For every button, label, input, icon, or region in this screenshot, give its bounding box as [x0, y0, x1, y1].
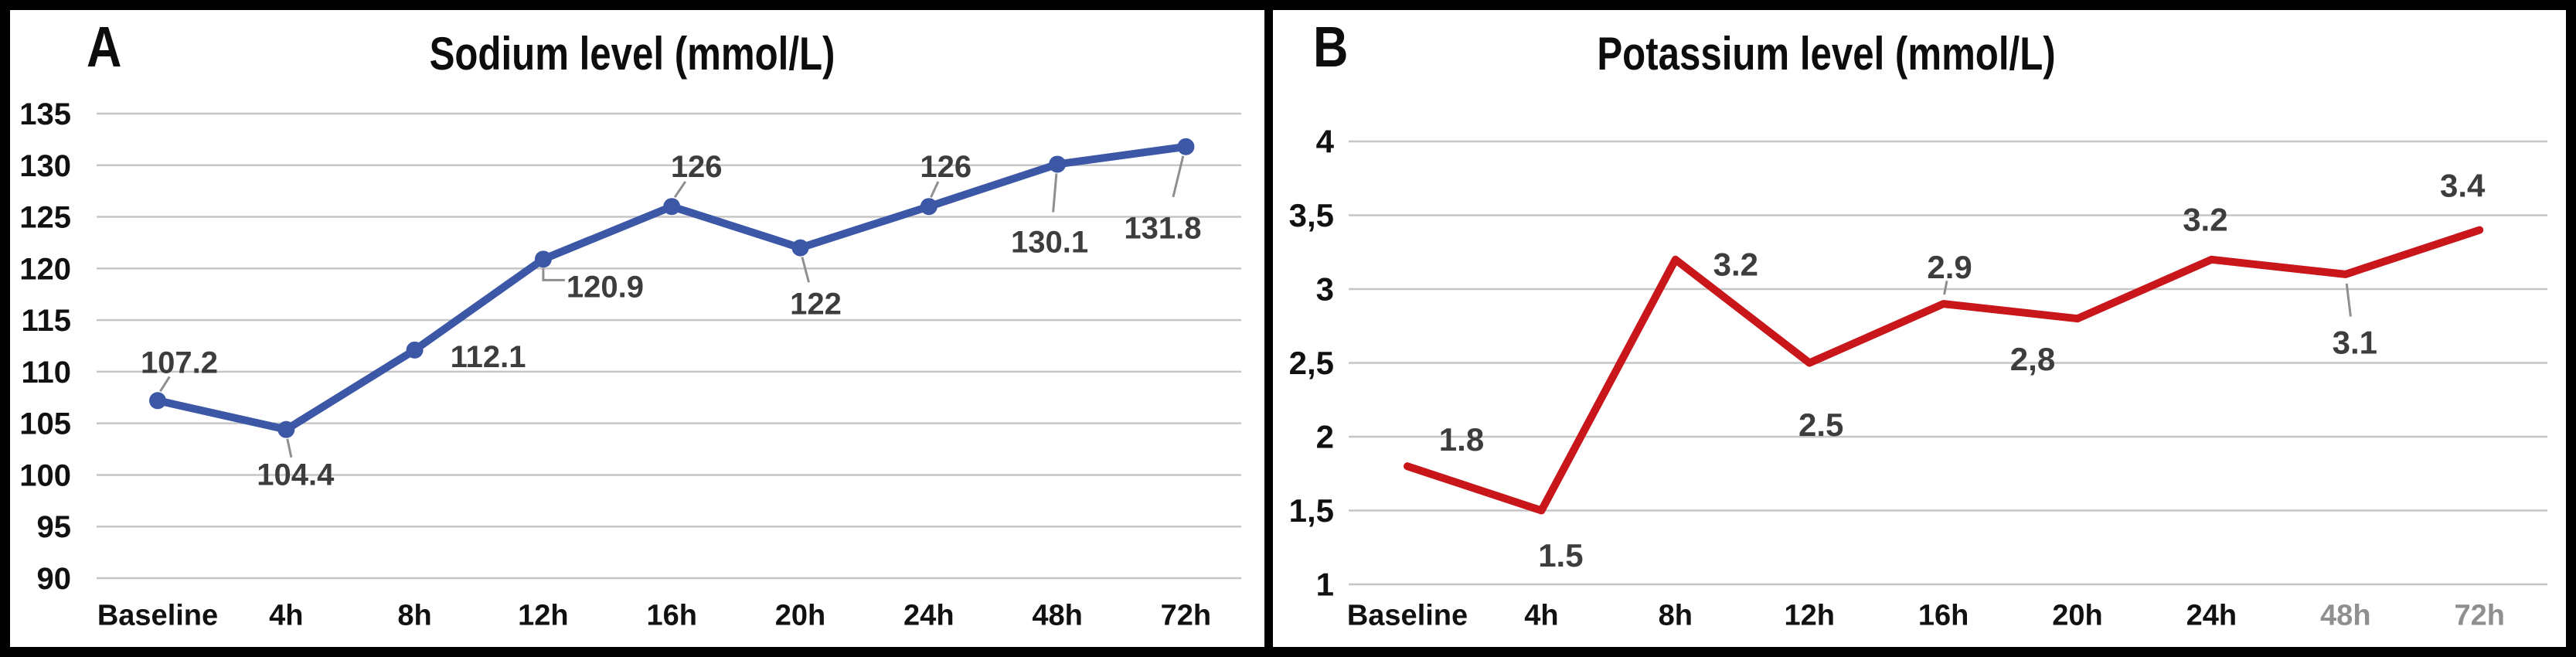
x-tick-label: 16h	[646, 599, 696, 631]
data-point-marker	[277, 420, 295, 438]
x-tick-label: 72h	[1161, 599, 1211, 631]
x-tick-label: Baseline	[97, 599, 218, 631]
series-line	[154, 142, 1190, 434]
y-tick-label: 1	[1316, 567, 1334, 603]
panel-a-letter: A	[87, 15, 122, 79]
y-tick-label: 3,5	[1289, 197, 1334, 233]
label-leader-line	[286, 438, 293, 458]
data-point-label: 3.4	[2440, 167, 2486, 203]
series-line	[1404, 226, 2484, 515]
data-point-label: 131.8	[1124, 212, 1201, 246]
x-tick-label: 20h	[775, 599, 825, 631]
y-tick-label: 95	[37, 510, 72, 544]
x-tick-label: 12h	[518, 599, 568, 631]
data-point-label: 2.9	[1927, 249, 1972, 285]
data-point-label: 3.2	[1713, 247, 1758, 283]
panel-a-title: Sodium level (mmol/L)	[429, 28, 835, 80]
y-tick-label: 125	[19, 201, 71, 235]
data-point-marker	[663, 198, 681, 216]
data-point-label: 126	[920, 150, 972, 184]
data-point-label: 3.1	[2333, 325, 2377, 361]
label-leader-line	[2345, 283, 2352, 317]
label-leader-line	[1943, 281, 1948, 295]
y-tick-label: 3	[1316, 271, 1334, 308]
label-leader-line	[930, 181, 940, 198]
data-point-label: 130.1	[1011, 225, 1088, 259]
y-tick-label: 135	[19, 97, 71, 131]
label-leader-line	[801, 257, 810, 283]
label-leader-line	[673, 181, 687, 199]
panel-b-plot: 1 1,5 2 2,5 3 3,5 4 Baseline 4h 8h 12h 16h 20h 24h 48h…	[1289, 124, 2547, 631]
data-point-label: 1.5	[1538, 537, 1583, 574]
data-point-marker	[1049, 155, 1067, 173]
y-tick-label: 105	[19, 407, 71, 441]
y-tick-label: 4	[1316, 124, 1335, 160]
data-point-label: 107.2	[141, 346, 218, 380]
data-point-label: 104.4	[257, 458, 335, 492]
panel-a-plot: 90 95 100 105 110 115 120 125 130 135 Baseline 4h 8h…	[19, 97, 1241, 631]
x-tick-label: 12h	[1784, 599, 1834, 631]
data-point-marker	[534, 250, 552, 268]
x-tick-label: 48h	[1032, 599, 1082, 631]
y-tick-label: 1,5	[1289, 492, 1334, 529]
data-point-marker	[149, 392, 166, 410]
x-tick-label: 4h	[269, 599, 303, 631]
x-tick-label: 16h	[1918, 599, 1969, 631]
label-leader-line	[1052, 173, 1058, 213]
data-point-label: 2,8	[2010, 341, 2055, 377]
y-tick-label: 2	[1316, 419, 1334, 455]
data-point-label: 120.9	[567, 270, 644, 304]
label-leader-line	[542, 268, 565, 281]
y-tick-label: 90	[37, 562, 72, 596]
x-tick-label: 4h	[1524, 599, 1558, 631]
x-tick-label: 72h	[2454, 599, 2504, 631]
y-tick-label: 130	[19, 149, 71, 183]
x-tick-label: 8h	[397, 599, 431, 631]
panel-b-title: Potassium level (mmol/L)	[1597, 28, 2056, 80]
data-point-label: 3.2	[2183, 202, 2227, 238]
data-point-label: 126	[671, 150, 723, 184]
panel-b-letter: B	[1313, 15, 1349, 79]
data-point-marker	[406, 341, 424, 359]
y-tick-label: 2,5	[1289, 345, 1334, 381]
data-point-label: 112.1	[451, 340, 526, 374]
data-point-marker	[791, 239, 809, 257]
y-tick-label: 115	[21, 304, 71, 338]
data-point-label: 2.5	[1798, 407, 1843, 443]
data-point-label: 122	[790, 288, 842, 322]
y-tick-label: 110	[21, 356, 71, 390]
x-tick-label: Baseline	[1347, 599, 1468, 631]
label-leader-line	[1172, 155, 1185, 198]
label-leader-line	[159, 376, 171, 393]
y-tick-label: 100	[19, 458, 71, 492]
data-point-marker	[1177, 138, 1195, 155]
data-point-label: 1.8	[1439, 421, 1484, 458]
data-point-marker	[920, 198, 938, 216]
x-tick-label: 48h	[2320, 599, 2370, 631]
y-tick-label: 120	[19, 252, 71, 286]
x-tick-label: 20h	[2052, 599, 2102, 631]
x-tick-label: 24h	[903, 599, 954, 631]
x-tick-label: 24h	[2186, 599, 2237, 631]
x-tick-label: 8h	[1659, 599, 1693, 631]
